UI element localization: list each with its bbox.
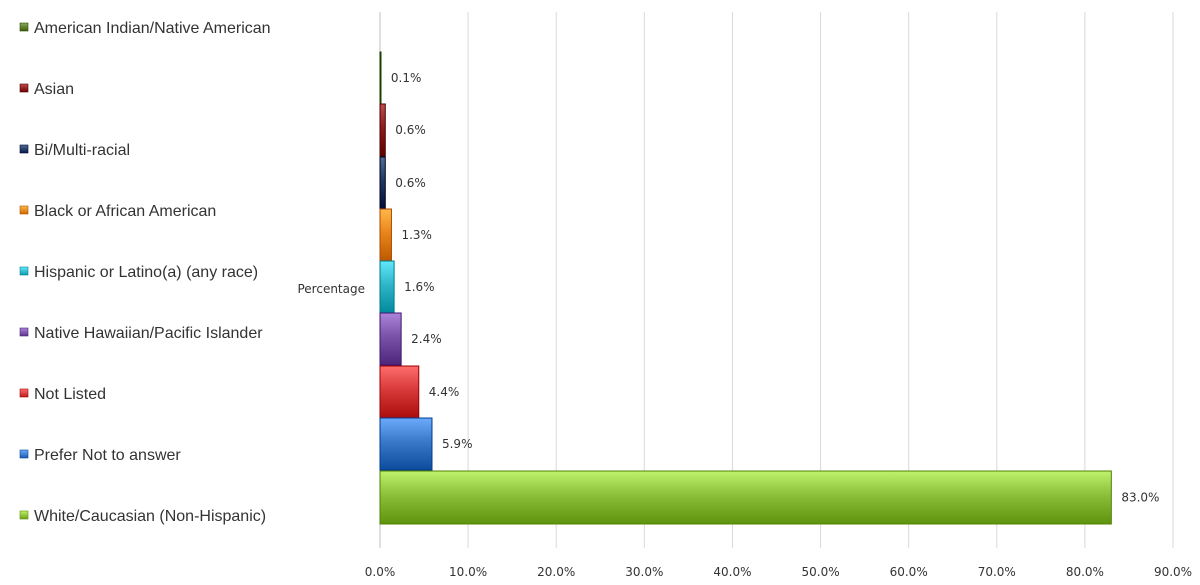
data-label: 0.6% xyxy=(395,123,426,137)
data-label: 0.6% xyxy=(395,176,426,190)
bar xyxy=(379,417,433,471)
data-label: 83.0% xyxy=(1121,491,1159,505)
x-axis-ticks: 0.0% 10.0% 20.0% 30.0% 40.0% 50.0% 60.0% 70.0% 8… xyxy=(365,565,1192,579)
x-tick-label: 50.0% xyxy=(801,565,839,579)
bars xyxy=(379,51,1112,525)
legend-swatch xyxy=(19,266,29,276)
legend-swatch xyxy=(19,327,29,337)
legend-entry: Hispanic or Latino(a) (any race) xyxy=(34,264,258,281)
x-tick-label: 60.0% xyxy=(890,565,928,579)
series-label: Percentage xyxy=(297,282,365,296)
legend-entry: Bi/Multi-racial xyxy=(34,142,130,159)
x-tick-label: 0.0% xyxy=(365,565,396,579)
legend-entry: Prefer Not to answer xyxy=(34,447,181,464)
bar xyxy=(379,260,395,314)
data-label: 2.4% xyxy=(411,332,442,346)
data-label: 1.6% xyxy=(404,280,435,294)
legend-entry: Not Listed xyxy=(34,386,106,403)
x-tick-label: 10.0% xyxy=(449,565,487,579)
legend-swatch xyxy=(19,83,29,93)
bar xyxy=(379,365,420,419)
bar xyxy=(379,470,1112,525)
legend-entry: American Indian/Native American xyxy=(34,20,271,37)
gridlines xyxy=(379,12,1174,548)
data-label: 0.1% xyxy=(391,71,422,85)
legend-entry: Native Hawaiian/Pacific Islander xyxy=(34,325,263,342)
x-tick-label: 70.0% xyxy=(978,565,1016,579)
legend: American Indian/Native American Asian Bi/M… xyxy=(19,20,271,525)
bar xyxy=(379,51,382,105)
bar xyxy=(379,208,392,262)
legend-swatch xyxy=(19,144,29,154)
bar xyxy=(379,103,386,157)
data-label: 4.4% xyxy=(429,385,460,399)
bar xyxy=(379,312,402,366)
legend-entry: Asian xyxy=(34,81,74,98)
legend-entry: Black or African American xyxy=(34,203,216,220)
x-tick-label: 40.0% xyxy=(713,565,751,579)
bar xyxy=(379,156,386,210)
x-tick-label: 90.0% xyxy=(1154,565,1192,579)
legend-swatch xyxy=(19,510,29,520)
data-labels: 0.1% 0.6% 0.6% 1.3% 1.6% 2.4% 4.4% 5.9% 83.0% xyxy=(391,71,1160,505)
legend-swatch xyxy=(19,22,29,32)
x-tick-label: 30.0% xyxy=(625,565,663,579)
data-label: 5.9% xyxy=(442,437,473,451)
legend-swatch xyxy=(19,388,29,398)
legend-swatch xyxy=(19,205,29,215)
data-label: 1.3% xyxy=(401,228,432,242)
x-tick-label: 20.0% xyxy=(537,565,575,579)
x-tick-label: 80.0% xyxy=(1066,565,1104,579)
legend-swatch xyxy=(19,449,29,459)
legend-entry: White/Caucasian (Non-Hispanic) xyxy=(34,508,266,525)
